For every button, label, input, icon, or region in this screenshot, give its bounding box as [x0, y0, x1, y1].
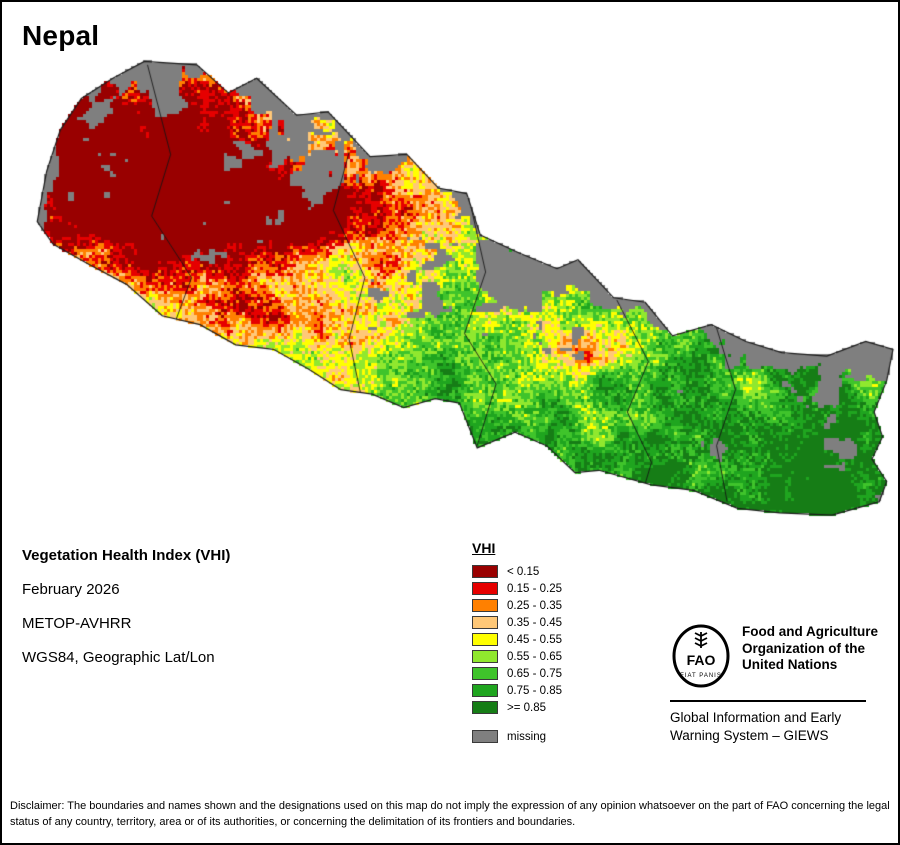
org-divider: [670, 700, 866, 702]
country-title: Nepal: [22, 20, 100, 51]
legend-item: 0.35 - 0.45: [472, 616, 562, 629]
fao-logo: FAO FIAT PANIS: [672, 624, 730, 688]
legend-swatch: [472, 582, 498, 595]
legend-label: missing: [507, 730, 546, 743]
legend-swatch: [472, 684, 498, 697]
org-name: Food and Agriculture Organization of the U…: [742, 624, 878, 674]
legend-swatch: [472, 616, 498, 629]
index-name: Vegetation Health Index (VHI): [22, 547, 231, 564]
map-period: February 2026: [22, 581, 120, 598]
org-name-line: Food and Agriculture: [742, 624, 878, 639]
legend: VHI < 0.15 0.15 - 0.25 0.25 - 0.35 0.35 - 0…: [472, 540, 562, 747]
legend-label: 0.55 - 0.65: [507, 650, 562, 663]
legend-swatch: [472, 730, 498, 743]
wheat-ear-icon: [694, 632, 708, 648]
legend-label: 0.45 - 0.55: [507, 633, 562, 646]
giews-name: Global Information and Early Warning Syst…: [670, 709, 880, 745]
legend-items: < 0.15 0.15 - 0.25 0.25 - 0.35 0.35 - 0.45 0…: [472, 565, 562, 743]
fao-logo-motto: FIAT PANIS: [680, 673, 722, 679]
legend-item: 0.15 - 0.25: [472, 582, 562, 595]
legend-swatch: [472, 633, 498, 646]
legend-label: 0.35 - 0.45: [507, 616, 562, 629]
legend-item: 0.75 - 0.85: [472, 684, 562, 697]
org-name-line: United Nations: [742, 657, 838, 672]
legend-item: < 0.15: [472, 565, 562, 578]
legend-label: >= 0.85: [507, 701, 547, 714]
legend-swatch: [472, 565, 498, 578]
legend-swatch: [472, 667, 498, 680]
legend-item: 0.55 - 0.65: [472, 650, 562, 663]
legend-label: 0.75 - 0.85: [507, 684, 562, 697]
projection-name: WGS84, Geographic Lat/Lon: [22, 649, 215, 666]
giews-program-line: Warning System – GIEWS: [670, 728, 829, 743]
sensor-name: METOP-AVHRR: [22, 615, 132, 632]
legend-item: 0.45 - 0.55: [472, 633, 562, 646]
legend-label: 0.15 - 0.25: [507, 582, 562, 595]
legend-swatch: [472, 650, 498, 663]
legend-item: 0.65 - 0.75: [472, 667, 562, 680]
giews-program-line: Global Information and Early: [670, 710, 842, 725]
legend-item: >= 0.85: [472, 701, 562, 714]
org-name-line: Organization of the: [742, 640, 865, 656]
nepal-vhi-raster-map: [32, 57, 897, 522]
fao-logo-text: FAO: [687, 652, 716, 668]
legend-swatch: [472, 701, 498, 714]
legend-title: VHI: [472, 540, 496, 556]
map-info-block: Vegetation Health Index (VHI) February 2…: [22, 547, 442, 683]
legend-swatch: [472, 599, 498, 612]
fao-block: FAO FIAT PANIS Food and Agriculture Organ…: [670, 620, 880, 745]
legend-item: 0.25 - 0.35: [472, 599, 562, 612]
legend-label: < 0.15: [507, 565, 540, 578]
legend-item: missing: [472, 730, 562, 743]
disclaimer-text: Disclaimer: The boundaries and names sho…: [10, 800, 890, 828]
legend-label: 0.65 - 0.75: [507, 667, 562, 680]
legend-label: 0.25 - 0.35: [507, 599, 562, 612]
